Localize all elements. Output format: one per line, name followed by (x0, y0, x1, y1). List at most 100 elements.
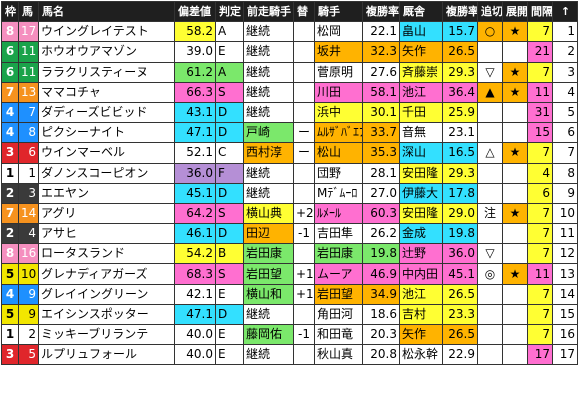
horse-number-cell: 9 (18, 283, 39, 305)
hensa-cell: 45.1 (174, 182, 216, 204)
kae-cell: +1 (293, 283, 315, 305)
hantei-cell: C (215, 142, 244, 164)
waku-cell: 3 (1, 344, 19, 366)
horse-number-cell: 14 (18, 202, 39, 225)
jockey-cell: ﾙﾒｰﾙ (314, 202, 363, 225)
tenkai-cell (502, 243, 528, 265)
hensa-cell: 52.1 (174, 142, 216, 164)
table-row: 2 3 エエヤン 45.1 D 継続 Mﾃﾞﾑｰﾛ 27.0 伊藤大 17.8 6 9 (1, 182, 578, 204)
stable-rate-cell: 25.9 (442, 101, 478, 124)
horse-name-cell: ダディーズビビッド (38, 101, 175, 124)
kankaku-cell: 6 (527, 182, 553, 204)
oikiri-cell: ▽ (477, 243, 503, 265)
hensa-cell: 43.1 (174, 101, 216, 124)
jockey-cell: 角田河 (314, 303, 363, 326)
horse-number-cell: 11 (18, 41, 39, 63)
col-hantei-header: 判定 (215, 0, 244, 23)
kankaku-cell: 31 (527, 101, 553, 124)
kankaku-cell: 7 (527, 243, 553, 265)
horse-name-cell: アグリ (38, 202, 175, 225)
stable-cell: 池江 (399, 81, 443, 103)
table-row: 6 11 ララクリスティーヌ 61.2 A 継続 菅原明 27.6 斉藤崇 29.3 ▽ ★ 7 3 (1, 61, 578, 83)
tenkai-cell: ★ (502, 263, 528, 285)
jockey-cell: 松岡 (314, 21, 363, 43)
horse-name-cell: アサヒ (38, 223, 175, 245)
waku-cell: 7 (1, 81, 19, 103)
kankaku-cell: 7 (527, 283, 553, 305)
jockey-rate-cell: 22.1 (362, 21, 400, 43)
kankaku-cell: 7 (527, 61, 553, 83)
kankaku-cell: 7 (527, 323, 553, 346)
hantei-cell: S (215, 202, 244, 225)
waku-cell: 6 (1, 61, 19, 83)
prev-jockey-cell: 継続 (243, 344, 294, 366)
stable-cell: 池江 (399, 283, 443, 305)
col-oikiri-header: 追切 (477, 0, 503, 23)
rank-cell: 15 (552, 303, 578, 326)
stable-rate-cell: 23.1 (442, 122, 478, 144)
hensa-cell: 40.0 (174, 323, 216, 346)
horse-table: 枠馬馬名 偏差値 判定 前走騎手替騎手 複勝率 厩舎 複勝率 追切 展開 間隔 ↑ 8 17 ウイングレ… (1, 0, 578, 366)
oikiri-cell: △ (477, 142, 503, 164)
rank-cell: 3 (552, 61, 578, 83)
jockey-rate-cell: 35.3 (362, 142, 400, 164)
hensa-cell: 47.1 (174, 122, 216, 144)
kae-cell: -1 (293, 323, 315, 346)
waku-cell: 2 (1, 182, 19, 204)
kankaku-cell: 7 (527, 202, 553, 225)
rank-cell: 6 (552, 122, 578, 144)
stable-rate-cell: 36.0 (442, 243, 478, 265)
waku-cell: 5 (1, 303, 19, 326)
col-up-header[interactable]: ↑ (552, 0, 578, 23)
stable-cell: 松永幹 (399, 344, 443, 366)
jockey-cell: 坂井 (314, 41, 363, 63)
stable-cell: 安田隆 (399, 162, 443, 184)
horse-name-cell: ホウオウアマゾン (38, 41, 175, 63)
col-jockey-header: 騎手 (314, 0, 363, 23)
kankaku-cell: 11 (527, 263, 553, 285)
stable-cell: 安田隆 (399, 202, 443, 225)
prev-jockey-cell: 継続 (243, 81, 294, 103)
prev-jockey-cell: 継続 (243, 162, 294, 184)
stable-rate-cell: 19.8 (442, 223, 478, 245)
rank-cell: 14 (552, 283, 578, 305)
horse-name-cell: ピクシーナイト (38, 122, 175, 144)
stable-rate-cell: 29.3 (442, 162, 478, 184)
jockey-rate-cell: 46.9 (362, 263, 400, 285)
table-row: 6 11 ホウオウアマゾン 39.0 E 継続 坂井 32.3 矢作 26.5 21 2 (1, 41, 578, 63)
prev-jockey-cell: 岩田望 (243, 263, 294, 285)
horse-number-cell: 1 (18, 162, 39, 184)
kae-cell: +2 (293, 202, 315, 225)
prev-jockey-cell: 継続 (243, 41, 294, 63)
stable-cell: 吉村 (399, 303, 443, 326)
horse-number-cell: 10 (18, 263, 39, 285)
oikiri-cell: ○ (477, 21, 503, 43)
kae-cell (293, 61, 315, 83)
kae-cell (293, 162, 315, 184)
oikiri-cell: ◎ (477, 263, 503, 285)
tenkai-cell (502, 162, 528, 184)
tenkai-cell (502, 101, 528, 124)
table-row: 2 4 アサヒ 46.1 D 田辺 -1 吉田隼 26.2 金成 19.8 7 11 (1, 223, 578, 245)
waku-cell: 8 (1, 21, 19, 43)
stable-cell: 音無 (399, 122, 443, 144)
rank-cell: 5 (552, 101, 578, 124)
hantei-cell: E (215, 344, 244, 366)
kankaku-cell: 4 (527, 162, 553, 184)
oikiri-cell: ▲ (477, 81, 503, 103)
horse-number-cell: 4 (18, 223, 39, 245)
col-hensa-header: 偏差値 (174, 0, 216, 23)
kankaku-cell: 17 (527, 344, 553, 366)
horse-name-cell: ダノンスコーピオン (38, 162, 175, 184)
jockey-rate-cell: 28.1 (362, 162, 400, 184)
hensa-cell: 54.2 (174, 243, 216, 265)
stable-cell: 伊藤大 (399, 182, 443, 204)
prev-jockey-cell: 継続 (243, 182, 294, 204)
table-row: 4 7 ダディーズビビッド 43.1 D 継続 浜中 30.1 千田 25.9 31 5 (1, 101, 578, 124)
horse-number-cell: 5 (18, 344, 39, 366)
col-stable-header: 厩舎 (399, 0, 443, 23)
table-row: 5 10 グレナディアガーズ 68.3 S 岩田望 +1 ムーア 46.9 中内田 45.1 ◎ ★ 11… (1, 263, 578, 285)
jockey-rate-cell: 26.2 (362, 223, 400, 245)
jockey-cell: 松山 (314, 142, 363, 164)
horse-number-cell: 11 (18, 61, 39, 83)
